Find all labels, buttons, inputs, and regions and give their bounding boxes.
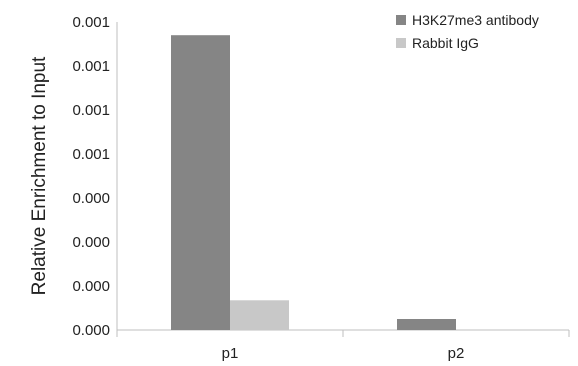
legend-label: Rabbit IgG xyxy=(412,35,479,51)
x-category-label: p1 xyxy=(222,345,239,362)
legend-label: H3K27me3 antibody xyxy=(412,12,539,28)
y-ticks: 0.000 0.000 0.000 0.000 0.001 0.001 0.001 0.001 xyxy=(72,14,110,339)
bar xyxy=(397,319,456,330)
legend: H3K27me3 antibody Rabbit IgG xyxy=(396,12,539,51)
y-tick-label: 0.000 xyxy=(72,234,110,251)
legend-swatch xyxy=(396,38,406,48)
y-tick-label: 0.000 xyxy=(72,322,110,339)
bars xyxy=(171,35,456,330)
x-categories: p1 p2 xyxy=(116,330,570,362)
y-tick-label: 0.000 xyxy=(72,190,110,207)
y-tick-label: 0.001 xyxy=(72,14,110,31)
bar xyxy=(230,300,289,330)
y-axis-title: Relative Enrichment to Input xyxy=(29,56,50,295)
bar xyxy=(171,35,230,330)
y-tick-label: 0.001 xyxy=(72,146,110,163)
y-tick-label: 0.000 xyxy=(72,278,110,295)
x-category-label: p2 xyxy=(448,345,465,362)
legend-swatch xyxy=(396,15,406,25)
y-tick-label: 0.001 xyxy=(72,58,110,75)
y-tick-label: 0.001 xyxy=(72,102,110,119)
